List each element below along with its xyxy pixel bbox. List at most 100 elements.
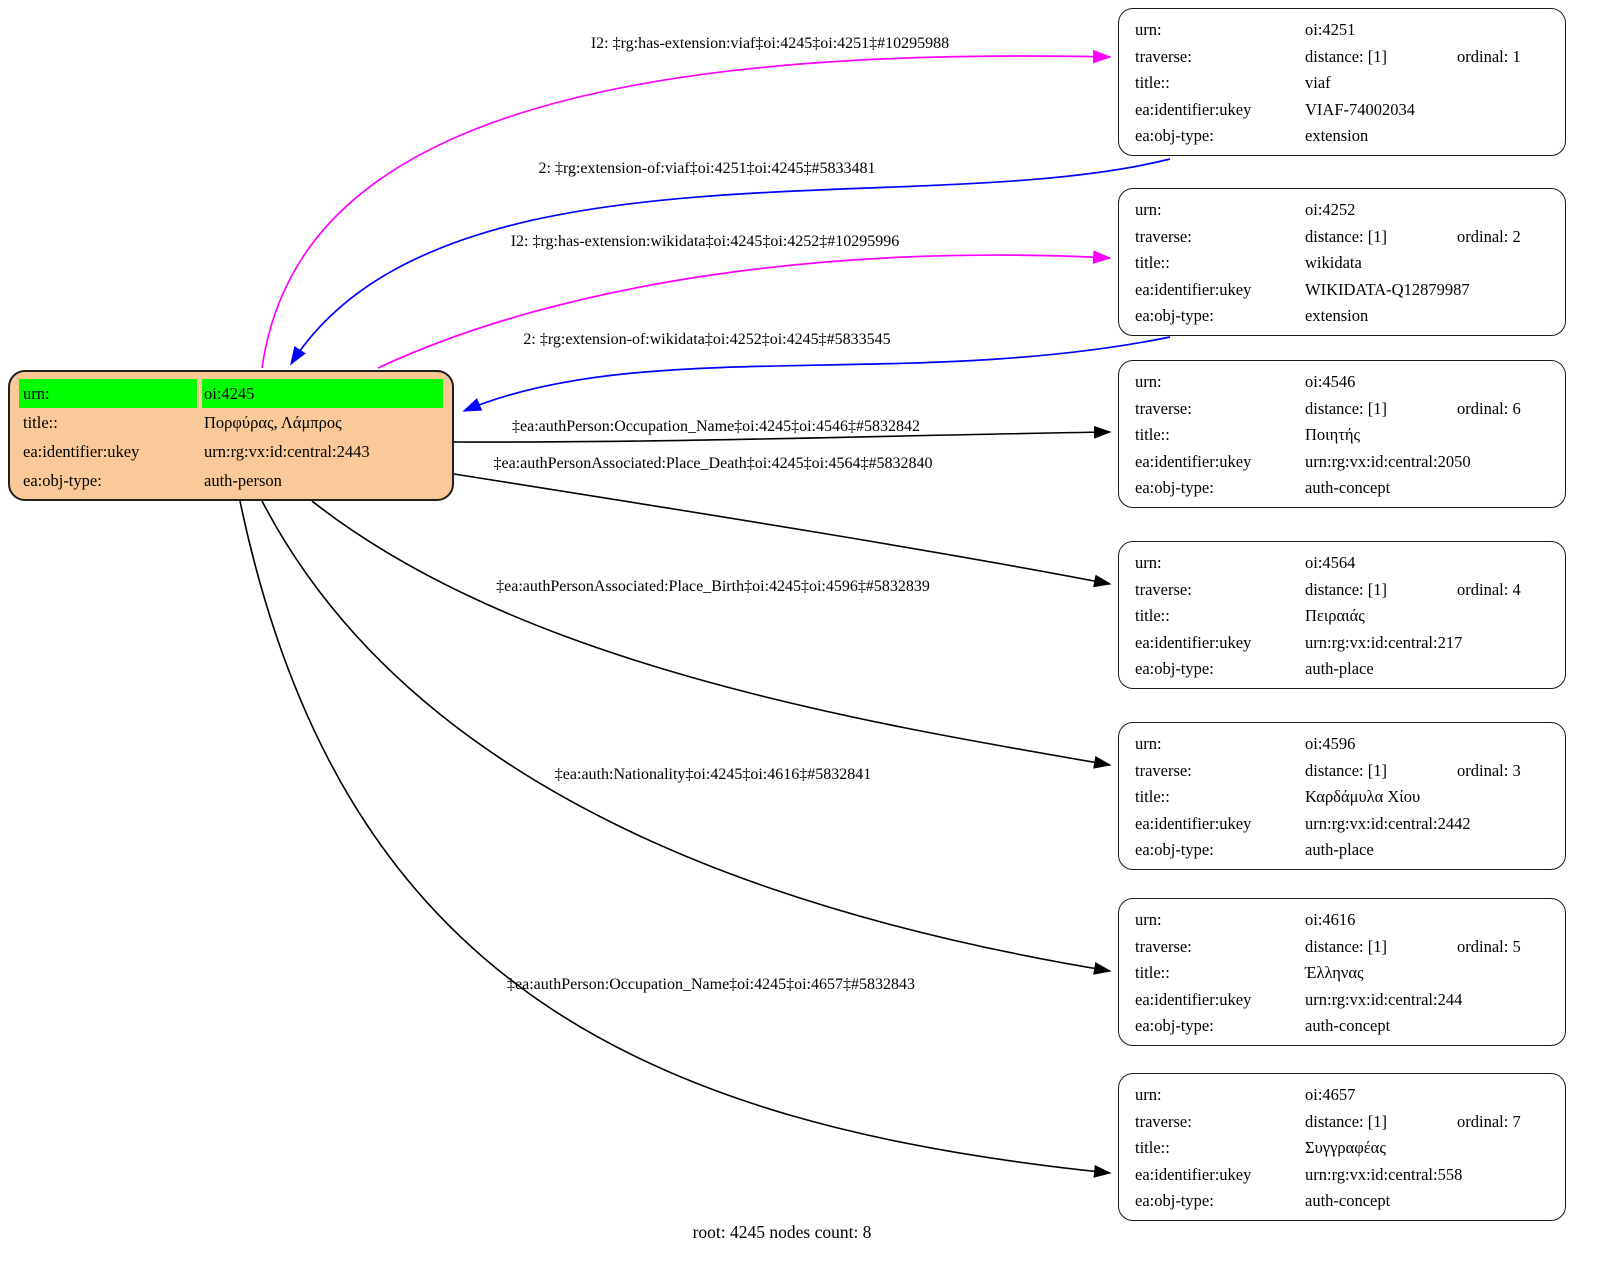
edge-occupation-4657 (239, 500, 1112, 1178)
root-urn-value: oi:4245 (202, 379, 443, 408)
edge-label-has-extension-wikidata: I2: ‡rg:has-extension:wikidata‡oi:4245‡o… (510, 233, 900, 250)
node-objtype-value: auth-place (1305, 659, 1374, 678)
field-label-traverse: traverse: (1135, 398, 1192, 418)
node-identifier-value: urn:rg:vx:id:central:217 (1305, 632, 1463, 652)
root-identifier-value: urn:rg:vx:id:central:2443 (204, 442, 370, 461)
node-urn-value: oi:4546 (1305, 372, 1356, 391)
node-oi-4546[interactable]: urn: oi:4546 traverse: distance: [1] ordina… (1118, 360, 1566, 508)
edge-label-place-birth-4596: ‡ea:authPersonAssociated:Place_Birth‡oi:… (496, 578, 930, 595)
field-label-urn: urn: (1135, 372, 1162, 391)
node-identifier-value: urn:rg:vx:id:central:2050 (1305, 451, 1471, 471)
node-title-value: Ποιητής (1305, 425, 1361, 444)
edge-occupation-4546 (453, 425, 1112, 443)
node-distance: distance: [1] (1305, 579, 1388, 599)
field-label-title: title:: (1135, 425, 1170, 444)
field-label-traverse: traverse: (1135, 1111, 1192, 1131)
node-title-value: wikidata (1305, 253, 1362, 272)
edge-label-nationality-4616: ‡ea:auth:Nationality‡oi:4245‡oi:4616‡#58… (554, 766, 872, 783)
root-title-value: Πορφύρας, Λάμπρος (204, 413, 342, 432)
node-title-value: Συγγραφέας (1305, 1138, 1386, 1157)
root-node-oi-4245[interactable]: urn: oi:4245 title:: Πορφύρας, Λάμπρος e… (8, 370, 454, 501)
node-oi-4564[interactable]: urn: oi:4564 traverse: distance: [1] ordina… (1118, 541, 1566, 689)
field-label-identifier: ea:identifier:ukey (1135, 1164, 1252, 1184)
field-label-urn: urn: (1135, 553, 1162, 572)
field-label-obj-type: ea:obj-type: (1135, 126, 1214, 145)
edge-extension-of-viaf (290, 158, 1171, 366)
node-objtype-value: auth-concept (1305, 1191, 1391, 1210)
edge-extension-of-wikidata (462, 336, 1171, 412)
node-distance: distance: [1] (1305, 46, 1388, 66)
node-ordinal: ordinal: 6 (1457, 398, 1521, 418)
edge-label-extension-of-wikidata: 2: ‡rg:extension-of:wikidata‡oi:4252‡oi:… (523, 331, 891, 348)
node-ordinal: ordinal: 7 (1457, 1111, 1521, 1131)
field-label-title: title:: (1135, 253, 1170, 272)
node-identifier-value: VIAF-74002034 (1305, 99, 1415, 119)
node-urn-value: oi:4251 (1305, 20, 1356, 39)
node-ordinal: ordinal: 4 (1457, 579, 1521, 599)
field-label-traverse: traverse: (1135, 579, 1192, 599)
node-ordinal: ordinal: 1 (1457, 46, 1521, 66)
field-label-obj-type: ea:obj-type: (1135, 840, 1214, 859)
node-ordinal: ordinal: 3 (1457, 760, 1521, 780)
edge-has-extension-wikidata (377, 250, 1112, 369)
root-objtype-row: ea:obj-type: auth-person (19, 466, 443, 495)
node-ordinal: ordinal: 2 (1457, 226, 1521, 246)
edge-label-place-death-4564: ‡ea:authPersonAssociated:Place_Death‡oi:… (493, 455, 933, 472)
field-label-obj-type: ea:obj-type: (1135, 1191, 1214, 1210)
node-identifier-value: WIKIDATA-Q12879987 (1305, 279, 1470, 299)
field-label-obj-type: ea:obj-type: (1135, 1016, 1214, 1035)
field-label-title: title:: (23, 413, 58, 432)
edge-label-extension-of-viaf: 2: ‡rg:extension-of:viaf‡oi:4251‡oi:4245… (538, 160, 876, 177)
node-oi-4596[interactable]: urn: oi:4596 traverse: distance: [1] ordina… (1118, 722, 1566, 870)
field-label-traverse: traverse: (1135, 226, 1192, 246)
node-oi-4251[interactable]: urn: oi:4251 traverse: distance: [1] ordina… (1118, 8, 1566, 156)
node-identifier-value: urn:rg:vx:id:central:244 (1305, 989, 1463, 1009)
field-label-title: title:: (1135, 963, 1170, 982)
node-distance: distance: [1] (1305, 1111, 1388, 1131)
field-label-obj-type: ea:obj-type: (1135, 306, 1214, 325)
edge-label-occupation-4657: ‡ea:authPerson:Occupation_Name‡oi:4245‡o… (507, 976, 915, 993)
edge-has-extension-viaf (261, 49, 1112, 369)
root-identifier-row: ea:identifier:ukey urn:rg:vx:id:central:… (19, 437, 443, 466)
field-label-obj-type: ea:obj-type: (1135, 478, 1214, 497)
node-urn-value: oi:4616 (1305, 910, 1356, 929)
node-objtype-value: auth-concept (1305, 478, 1391, 497)
field-label-title: title:: (1135, 1138, 1170, 1157)
node-title-value: Καρδάμυλα Χίου (1305, 787, 1421, 806)
node-distance: distance: [1] (1305, 226, 1388, 246)
edge-nationality-4616 (261, 500, 1112, 975)
field-label-title: title:: (1135, 73, 1170, 92)
field-label-identifier: ea:identifier:ukey (1135, 813, 1252, 833)
edge-label-has-extension-viaf: I2: ‡rg:has-extension:viaf‡oi:4245‡oi:42… (590, 35, 950, 52)
field-label-traverse: traverse: (1135, 46, 1192, 66)
field-label-identifier: ea:identifier:ukey (1135, 99, 1252, 119)
root-objtype-value: auth-person (204, 471, 282, 490)
node-objtype-value: auth-place (1305, 840, 1374, 859)
node-urn-value: oi:4596 (1305, 734, 1356, 753)
field-label-urn: urn: (1135, 20, 1162, 39)
node-oi-4252[interactable]: urn: oi:4252 traverse: distance: [1] ordina… (1118, 188, 1566, 336)
field-label-urn: urn: (1135, 200, 1162, 219)
field-label-urn: urn: (19, 379, 197, 408)
node-oi-4616[interactable]: urn: oi:4616 traverse: distance: [1] ordina… (1118, 898, 1566, 1046)
field-label-title: title:: (1135, 787, 1170, 806)
node-distance: distance: [1] (1305, 398, 1388, 418)
node-title-value: Έλληνας (1305, 963, 1364, 982)
edge-place-birth-4596 (311, 500, 1112, 769)
field-label-identifier: ea:identifier:ukey (1135, 279, 1252, 299)
field-label-urn: urn: (1135, 910, 1162, 929)
field-label-traverse: traverse: (1135, 760, 1192, 780)
node-urn-value: oi:4657 (1305, 1085, 1356, 1104)
node-title-value: Πειραιάς (1305, 606, 1365, 625)
field-label-identifier: ea:identifier:ukey (1135, 451, 1252, 471)
node-urn-value: oi:4564 (1305, 553, 1356, 572)
node-objtype-value: auth-concept (1305, 1016, 1391, 1035)
edge-place-death-4564 (453, 473, 1112, 588)
node-title-value: viaf (1305, 73, 1331, 92)
node-oi-4657[interactable]: urn: oi:4657 traverse: distance: [1] ordina… (1118, 1073, 1566, 1221)
node-objtype-value: extension (1305, 126, 1369, 145)
field-label-urn: urn: (1135, 1085, 1162, 1104)
node-distance: distance: [1] (1305, 760, 1388, 780)
field-label-title: title:: (1135, 606, 1170, 625)
